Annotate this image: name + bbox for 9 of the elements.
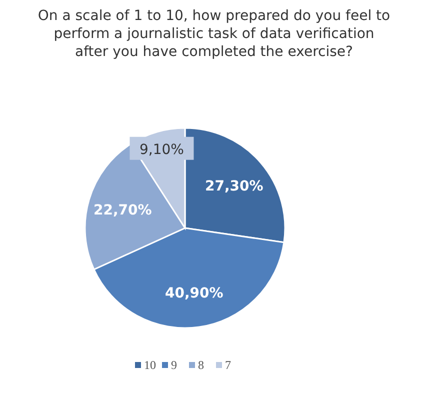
legend-label: 9 (171, 358, 177, 372)
legend-label: 7 (225, 358, 231, 372)
data-label: 40,90% (165, 285, 224, 302)
legend-label: 10 (144, 358, 156, 372)
data-label: 27,30% (205, 178, 264, 194)
data-label: 9,10% (139, 142, 184, 158)
legend-label: 8 (198, 358, 204, 372)
data-label: 22,70% (93, 202, 152, 219)
chart-title: On a scale of 1 to 10, how prepared do you feel to perform a journalistic task of data verification after you have completed the exercise? (38, 8, 390, 60)
